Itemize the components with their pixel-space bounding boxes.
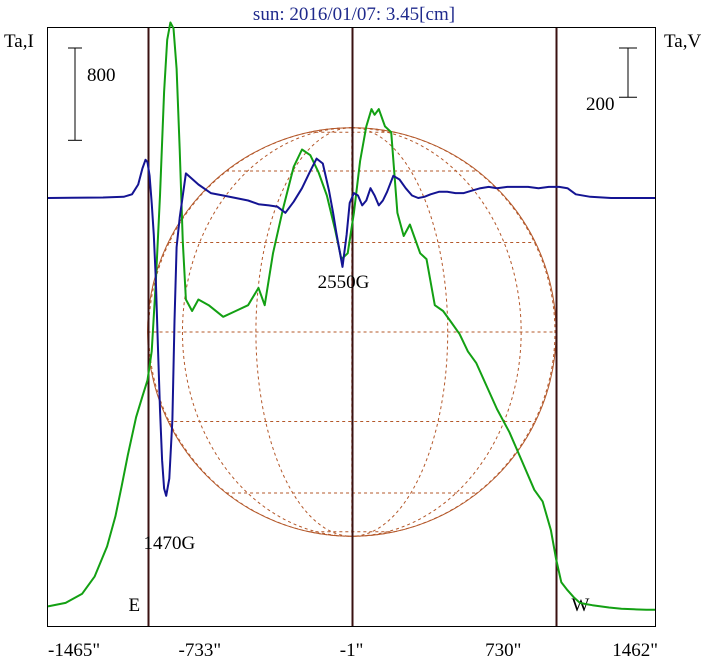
chart-title: sun: 2016/01/07: 3.45[cm] <box>253 4 455 25</box>
meridian-line <box>255 127 352 537</box>
meridian-line <box>351 127 522 537</box>
scale-bar-v-label: 200 <box>586 94 615 115</box>
meridian-line <box>351 127 556 537</box>
left-axis-label: Ta,I <box>4 31 34 52</box>
plot-frame <box>47 27 656 627</box>
series-line-intensity <box>47 21 655 611</box>
limb-label-e: E <box>129 595 141 616</box>
scale-bars: 800 200 <box>68 47 637 141</box>
x-axis-ticks: -1465" -733" -1" 730" 1462" <box>48 640 658 661</box>
series-line-polarization <box>47 157 655 497</box>
x-tick-label: 730" <box>485 640 521 661</box>
annotation-label: 2550G <box>318 272 370 293</box>
x-tick-label: -1" <box>340 640 364 661</box>
right-axis-label: Ta,V <box>664 31 701 52</box>
series-layer <box>47 21 655 611</box>
meridian-line <box>181 127 352 537</box>
x-tick-label: -733" <box>179 640 222 661</box>
scale-bar-i-label: 800 <box>87 65 116 86</box>
annotations: 1470G 2550G <box>143 272 369 554</box>
annotation-label: 1470G <box>143 533 195 554</box>
x-tick-label: -1465" <box>48 640 100 661</box>
x-tick-label: 1462" <box>612 640 658 661</box>
meridian-line <box>351 127 449 537</box>
